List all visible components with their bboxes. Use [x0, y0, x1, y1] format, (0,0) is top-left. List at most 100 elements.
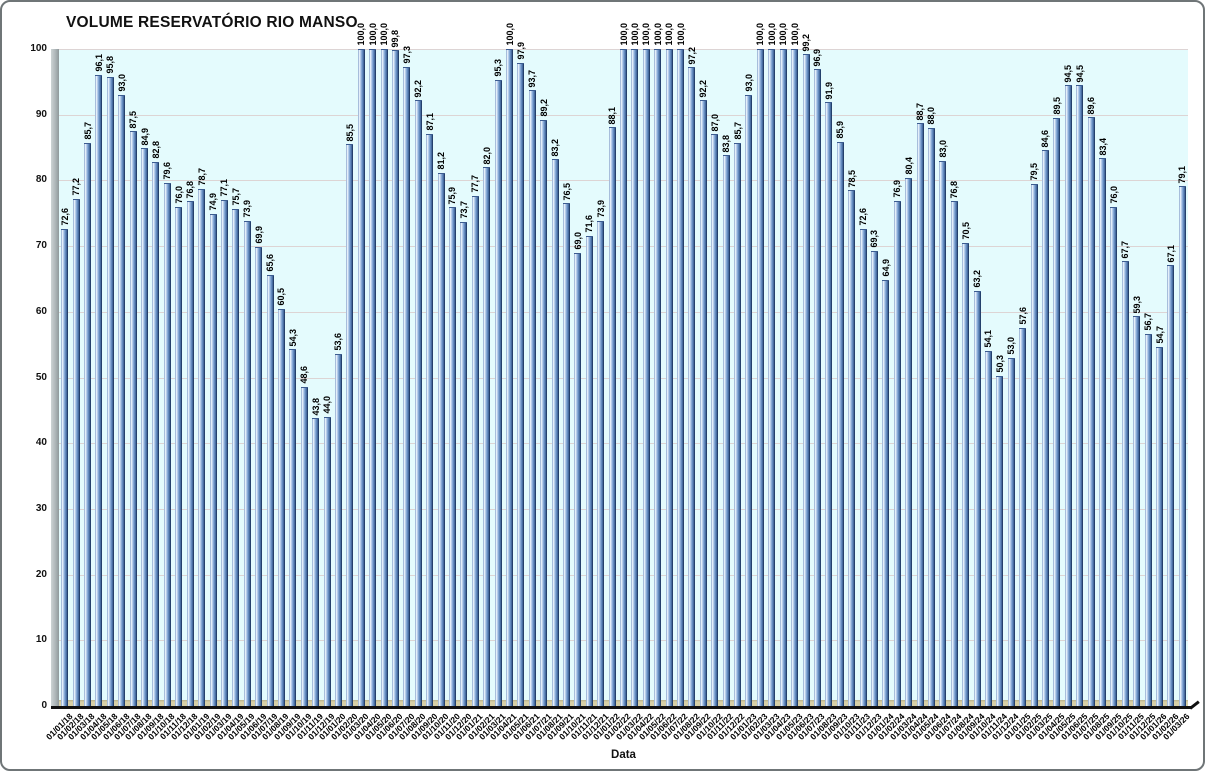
- bar: [563, 203, 570, 707]
- bar-value-label: 100,0: [675, 23, 686, 46]
- bar-value-label: 82,0: [481, 146, 492, 165]
- bar: [950, 201, 958, 707]
- bar: [597, 220, 605, 707]
- bar-value-label: 76,0: [1108, 186, 1119, 204]
- y-tick-label: 100: [30, 43, 47, 54]
- chart-title: VOLUME RESERVATÓRIO RIO MANSO: [66, 14, 358, 31]
- y-tick-label: 30: [35, 502, 47, 514]
- bar-value-label: 97,9: [515, 42, 526, 60]
- bar-value-label: 72,6: [858, 208, 868, 226]
- bar: [1167, 265, 1175, 707]
- y-tick-label: 10: [35, 634, 47, 646]
- bar: [699, 100, 707, 707]
- bar: [1076, 85, 1084, 707]
- bar: [1121, 261, 1129, 707]
- bar-value-label: 100,0: [652, 23, 663, 46]
- bar-value-label: 77,1: [219, 178, 230, 197]
- bar-value-label: 85,7: [732, 122, 743, 140]
- bar-value-label: 75,7: [230, 188, 241, 206]
- bar-value-label: 100,0: [504, 23, 515, 46]
- bar: [403, 66, 411, 707]
- bar: [72, 198, 80, 707]
- bar: [118, 95, 126, 707]
- bar: [277, 308, 285, 707]
- bar-value-label: 93,0: [116, 74, 127, 92]
- bar: [243, 220, 251, 707]
- y-tick-label: 90: [35, 108, 47, 120]
- bar-value-label: 76,0: [173, 186, 184, 204]
- bar-value-label: 94,5: [1074, 64, 1085, 83]
- bar: [369, 49, 377, 707]
- bar-value-label: 48,6: [299, 366, 310, 384]
- bar: [175, 206, 183, 707]
- bar: [927, 127, 935, 707]
- bar: [528, 90, 536, 707]
- bar: [962, 242, 970, 707]
- bar: [973, 290, 981, 707]
- bar: [608, 127, 616, 707]
- bar: [791, 49, 799, 707]
- bar: [654, 49, 662, 707]
- bar-value-label: 87,1: [424, 113, 435, 131]
- bar-value-label: 76,5: [561, 182, 572, 201]
- bar-value-label: 93,0: [743, 74, 754, 92]
- bar: [1099, 158, 1106, 707]
- bar: [220, 199, 228, 707]
- bar: [232, 208, 240, 707]
- bar: [665, 49, 673, 707]
- bar: [61, 229, 69, 707]
- bar-value-label: 95,3: [493, 59, 504, 77]
- bar-value-label: 53,6: [333, 333, 344, 351]
- bar-value-label: 76,9: [892, 180, 903, 198]
- bar-value-label: 88,1: [607, 106, 618, 125]
- left-wall-3d: [51, 49, 59, 706]
- bar-value-label: 69,9: [253, 226, 264, 244]
- bar: [1087, 117, 1095, 707]
- bar: [346, 144, 354, 707]
- bar-value-label: 75,9: [447, 186, 458, 205]
- bar-value-label: 64,9: [880, 259, 891, 277]
- bar-value-label: 89,2: [538, 99, 549, 117]
- bar-value-label: 56,7: [1143, 312, 1154, 331]
- bar: [882, 279, 890, 707]
- bar-value-label: 69,3: [869, 230, 880, 248]
- bar-value-label: 85,7: [82, 122, 93, 140]
- bar-value-label: 88,0: [926, 107, 937, 125]
- bar-value-label: 78,7: [196, 168, 207, 186]
- bar: [802, 54, 810, 707]
- bar: [1064, 85, 1072, 707]
- bar: [141, 148, 148, 707]
- bar-value-label: 89,5: [1051, 97, 1062, 115]
- bar: [494, 79, 502, 707]
- bar: [426, 133, 434, 707]
- bar: [813, 69, 821, 707]
- bar-value-label: 77,7: [470, 174, 481, 193]
- bar: [1007, 357, 1015, 707]
- x-axis-title: Data: [611, 749, 636, 761]
- bar-value-label: 97,3: [401, 46, 412, 64]
- bar-value-label: 67,7: [1120, 240, 1131, 259]
- bar-value-label: 83,4: [1097, 137, 1108, 156]
- bar: [129, 131, 137, 707]
- bar: [984, 350, 992, 707]
- bar: [1178, 186, 1186, 707]
- bar-value-label: 83,0: [937, 140, 948, 158]
- bar: [848, 190, 856, 707]
- bar: [266, 275, 274, 707]
- bar-value-label: 83,8: [721, 134, 732, 153]
- bar-value-label: 100,0: [755, 23, 766, 46]
- bar-value-label: 67,1: [1165, 244, 1176, 263]
- bar-value-label: 73,7: [458, 201, 469, 219]
- bar-value-label: 79,5: [1029, 163, 1039, 181]
- bar: [391, 50, 399, 707]
- bar-value-label: 78,5: [846, 169, 857, 188]
- bar: [745, 95, 753, 707]
- bar: [1030, 183, 1038, 707]
- bar-value-label: 79,1: [1177, 165, 1188, 184]
- bar: [688, 67, 696, 707]
- bar-value-label: 100,0: [367, 23, 378, 46]
- bar: [620, 49, 627, 707]
- x-axis-line: [51, 706, 1192, 709]
- bar-value-label: 83,2: [550, 138, 561, 157]
